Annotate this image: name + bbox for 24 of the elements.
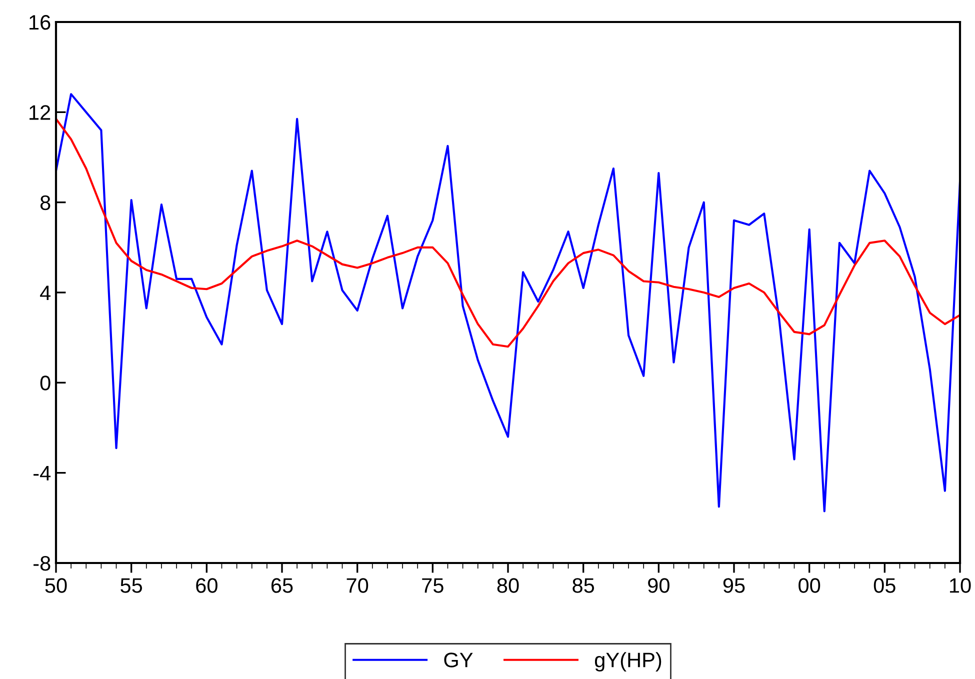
x-tick-label: 10 — [950, 578, 971, 593]
line-series — [56, 93, 960, 512]
legend-label: GY — [444, 652, 473, 668]
line-series — [56, 118, 960, 348]
y-tick-label: 12 — [30, 105, 50, 120]
y-tick-label: 16 — [30, 15, 50, 30]
x-tick-label: 80 — [497, 578, 519, 593]
x-tick-label: 60 — [196, 578, 218, 593]
x-tick-label: 75 — [422, 578, 444, 593]
x-tick-label: 00 — [798, 578, 820, 593]
x-tick-label: 90 — [648, 578, 670, 593]
y-tick-label: -4 — [34, 466, 51, 480]
x-tick-label: 95 — [723, 578, 745, 593]
x-tick-label: 85 — [572, 578, 594, 593]
x-tick-label: 65 — [271, 578, 293, 593]
x-tick-label: 05 — [874, 578, 896, 593]
y-tick-label: 0 — [40, 376, 50, 390]
x-tick-label: 50 — [45, 578, 67, 593]
legend-label: gY(HP) — [594, 652, 662, 672]
x-tick-label: 55 — [120, 578, 142, 593]
y-tick-label: 4 — [40, 286, 51, 300]
y-tick-label: -8 — [34, 556, 50, 571]
y-tick-label: 8 — [40, 195, 50, 210]
x-tick-label: 70 — [346, 578, 368, 593]
